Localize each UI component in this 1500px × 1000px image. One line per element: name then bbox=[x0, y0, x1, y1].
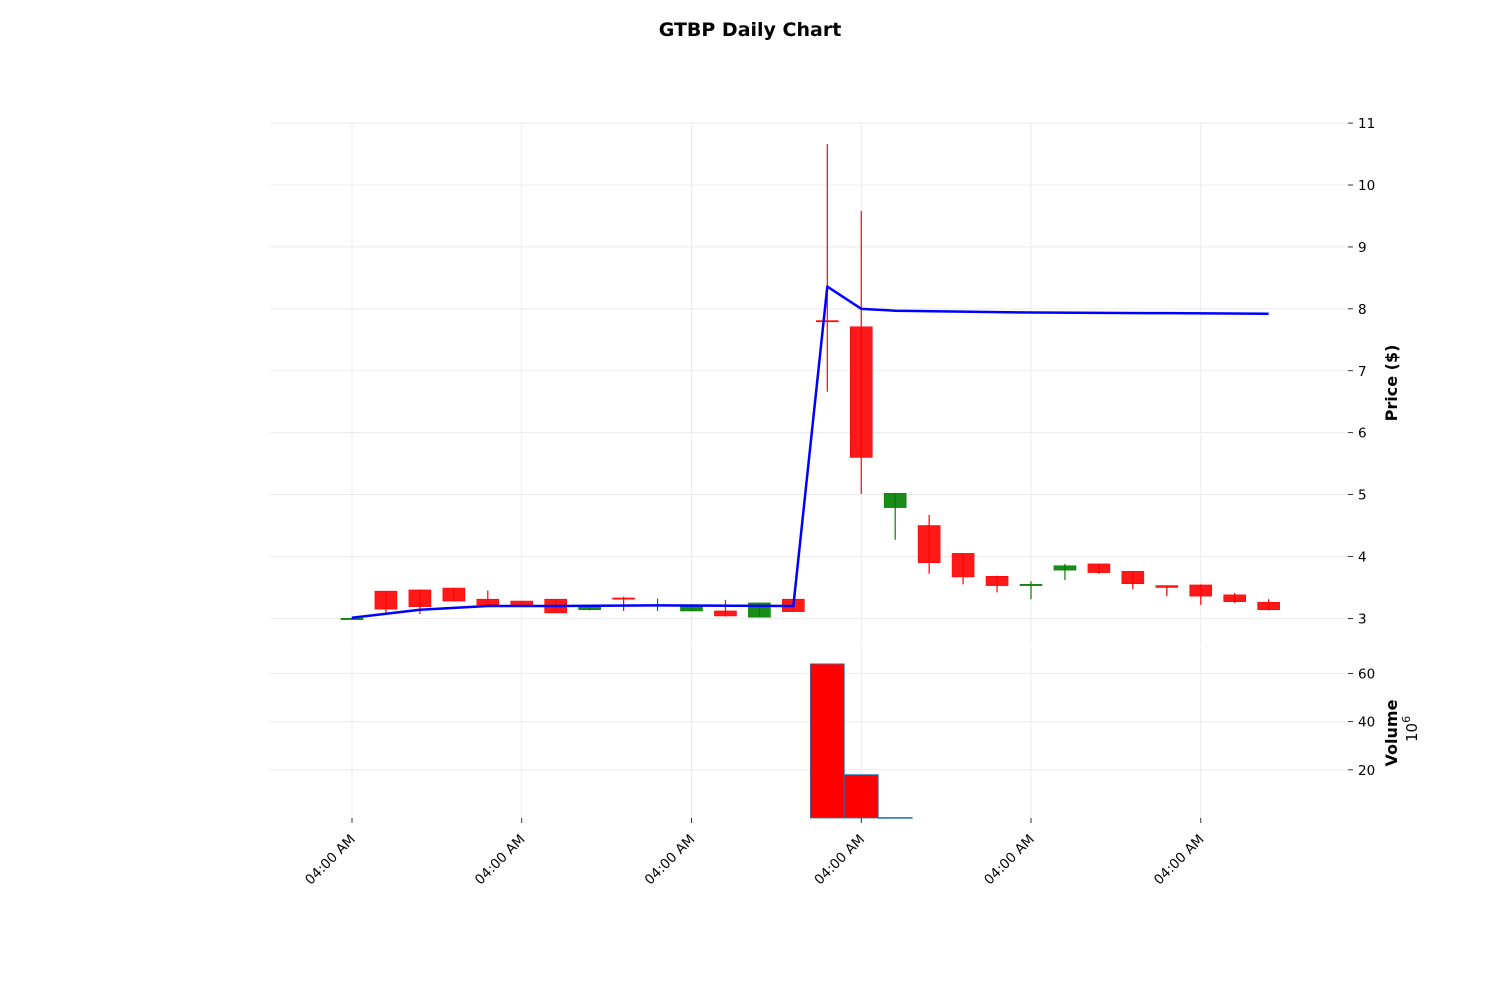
volume-axis-label: Volume bbox=[1382, 699, 1401, 766]
candle-body bbox=[1121, 571, 1145, 585]
x-tick-label: 04:00 AM bbox=[642, 832, 699, 889]
candle-body bbox=[714, 610, 737, 617]
x-tick-label: 04:00 AM bbox=[811, 832, 868, 889]
price-tick-label: 11 bbox=[1358, 116, 1375, 132]
candle-body bbox=[883, 493, 907, 508]
candle-body bbox=[917, 525, 941, 563]
price-tick-label: 10 bbox=[1358, 178, 1375, 194]
grid-layer bbox=[270, 122, 1348, 818]
volume-tick-label: 40 bbox=[1358, 715, 1375, 731]
exponent-power: 6 bbox=[1400, 716, 1413, 723]
candle bbox=[1223, 593, 1246, 603]
candle-body bbox=[612, 597, 635, 600]
candle bbox=[442, 587, 466, 602]
price-tick-label: 6 bbox=[1358, 426, 1367, 442]
candle-body bbox=[374, 590, 398, 610]
moving-average-line bbox=[351, 285, 1269, 620]
candle bbox=[985, 575, 1009, 593]
candle bbox=[374, 590, 398, 615]
chart-title: GTBP Daily Chart bbox=[659, 19, 842, 41]
candle-body bbox=[1257, 602, 1280, 611]
candle-body bbox=[849, 326, 873, 458]
candle bbox=[1019, 581, 1043, 600]
price-tick-label: 8 bbox=[1358, 302, 1367, 318]
moving-average-polyline bbox=[351, 285, 1269, 620]
x-tick-label: 04:00 AM bbox=[981, 832, 1038, 889]
x-tick-label: 04:00 AM bbox=[302, 832, 359, 889]
candle bbox=[1087, 563, 1111, 574]
candle-body bbox=[510, 600, 534, 606]
candle bbox=[578, 606, 601, 611]
candle bbox=[1257, 599, 1280, 611]
volume-bar bbox=[809, 663, 845, 819]
volume-bar bbox=[877, 817, 913, 819]
candle-body bbox=[1053, 565, 1077, 571]
price-tick-label: 9 bbox=[1358, 240, 1367, 256]
candle-body bbox=[1223, 594, 1246, 602]
candles bbox=[340, 144, 1280, 620]
candle bbox=[1121, 571, 1145, 590]
x-tick-label: 04:00 AM bbox=[1151, 832, 1208, 889]
candle-body bbox=[408, 589, 432, 607]
candle-body bbox=[476, 598, 500, 606]
candle-body bbox=[1019, 584, 1043, 586]
candle bbox=[1155, 585, 1179, 597]
exponent-base: 10 bbox=[1403, 723, 1421, 742]
candle-body bbox=[442, 587, 466, 602]
candle bbox=[1189, 584, 1213, 605]
candle bbox=[951, 553, 975, 585]
price-tick-label: 3 bbox=[1358, 611, 1367, 627]
candle bbox=[612, 596, 635, 611]
price-tick-label: 5 bbox=[1358, 488, 1367, 504]
candle bbox=[849, 211, 873, 494]
candle bbox=[476, 590, 500, 606]
candle-body bbox=[1087, 563, 1111, 573]
candle bbox=[815, 144, 839, 392]
volume-bar bbox=[843, 774, 879, 819]
candle-body bbox=[1189, 584, 1213, 597]
candle-body bbox=[951, 553, 975, 578]
candle bbox=[1053, 563, 1077, 581]
x-tick-label: 04:00 AM bbox=[472, 832, 529, 889]
candle bbox=[714, 599, 737, 617]
volume-tick-label: 20 bbox=[1358, 763, 1375, 779]
volume-tick-label: 60 bbox=[1358, 667, 1375, 683]
volume-axis-exponent: 106 bbox=[1400, 716, 1421, 742]
volume-bars bbox=[809, 663, 913, 819]
candle-body bbox=[815, 320, 839, 323]
price-tick-label: 7 bbox=[1358, 364, 1367, 380]
price-tick-label: 4 bbox=[1358, 549, 1367, 565]
candle-body bbox=[340, 618, 364, 620]
candle-body bbox=[1155, 585, 1179, 588]
price-axis-label: Price ($) bbox=[1382, 345, 1401, 422]
candle bbox=[917, 515, 941, 574]
candle-body bbox=[985, 575, 1009, 586]
candle bbox=[883, 493, 907, 540]
